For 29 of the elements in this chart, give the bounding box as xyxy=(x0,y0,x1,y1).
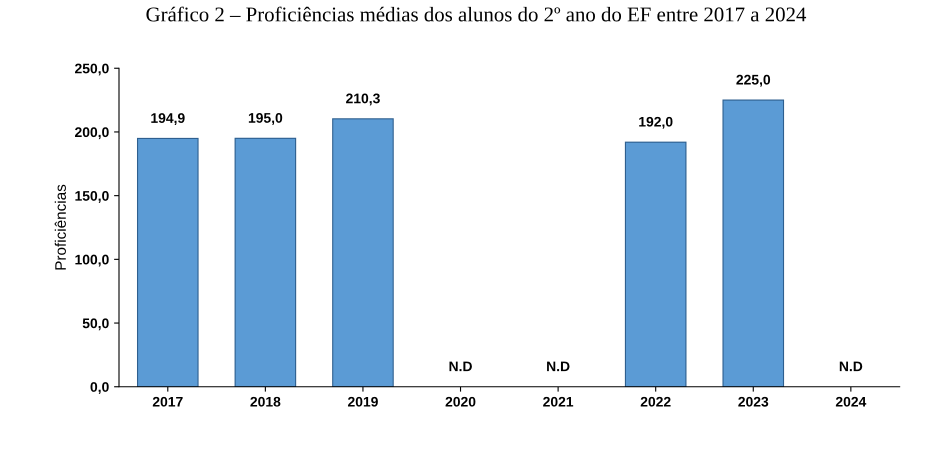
data-label: 194,9 xyxy=(151,113,185,125)
y-tick-label: 200,0 xyxy=(75,127,109,140)
y-tick-label: 0,0 xyxy=(90,382,109,394)
bar xyxy=(722,100,784,387)
text: N.D xyxy=(840,362,862,372)
data-label: 225,0 xyxy=(736,74,770,87)
bar xyxy=(234,138,296,387)
x-tick-label: 2024 xyxy=(836,396,866,407)
text: N.D xyxy=(450,362,472,372)
x-tick-label: 2020 xyxy=(446,396,476,407)
x-tick-label: 2017 xyxy=(152,396,183,407)
bar xyxy=(332,118,394,387)
y-tick-label: 150,0 xyxy=(75,190,109,203)
x-tick-label: 2018 xyxy=(250,396,280,407)
y-tick-label: 250,0 xyxy=(75,64,109,76)
bar xyxy=(136,138,199,387)
data-label: 195,0 xyxy=(248,113,282,125)
y-tick-label: 100,0 xyxy=(75,254,109,267)
data-label: 192,0 xyxy=(639,116,672,129)
chart-title: Gráfico 2 – Proficiências médias dos alunos do 2º ano do EF entre 2017 a 2024 xyxy=(146,6,806,22)
bar xyxy=(624,142,686,387)
y-tick-label: 50,0 xyxy=(82,318,109,330)
data-label: 210,3 xyxy=(346,94,380,106)
y-axis-title: Proficiências xyxy=(54,184,66,270)
x-tick-label: 2019 xyxy=(348,396,378,407)
x-tick-label: 2023 xyxy=(738,396,768,407)
x-tick-label: 2021 xyxy=(543,396,574,407)
text: N.D xyxy=(547,362,570,372)
x-tick-label: 2022 xyxy=(640,396,671,407)
